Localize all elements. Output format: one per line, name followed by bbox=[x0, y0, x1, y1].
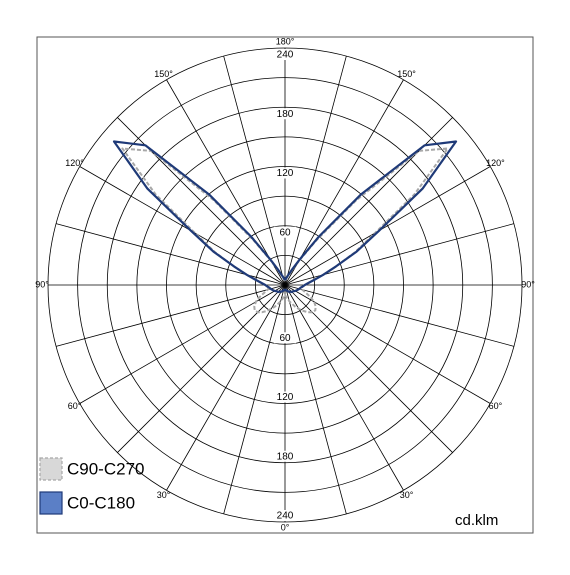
spoke bbox=[284, 79, 404, 286]
angle-tick-label: 120° bbox=[486, 158, 505, 168]
spoke bbox=[223, 284, 286, 515]
r-label-bg bbox=[274, 49, 296, 60]
spoke bbox=[284, 55, 347, 286]
r-tick-label: 120 bbox=[277, 392, 294, 403]
spoke bbox=[166, 284, 286, 491]
spoke bbox=[284, 284, 515, 347]
r-label-bg bbox=[274, 450, 296, 462]
r-tick-label: 60 bbox=[279, 227, 291, 238]
angle-tick-label: 90° bbox=[35, 279, 49, 289]
unit-label: cd.klm bbox=[455, 512, 498, 529]
angle-tick-label: 90° bbox=[521, 279, 535, 289]
angle-tick-label: 150° bbox=[397, 69, 416, 79]
legend-swatch bbox=[39, 457, 63, 481]
spoke bbox=[284, 284, 347, 515]
r-tick-label: 180 bbox=[277, 109, 294, 120]
r-label-bg bbox=[274, 391, 296, 403]
legend-label: C0-C180 bbox=[67, 493, 135, 512]
angle-tick-label: 150° bbox=[154, 69, 173, 79]
angle-tick-label: 120° bbox=[65, 158, 84, 168]
spoke bbox=[79, 284, 286, 404]
spoke bbox=[284, 284, 453, 453]
angle-tick-label: 30° bbox=[400, 490, 414, 500]
r-tick-label: 240 bbox=[277, 511, 294, 522]
angle-tick-label: 180° bbox=[276, 36, 295, 46]
angle-tick-label: 60° bbox=[489, 401, 503, 411]
intensity-curve bbox=[112, 140, 458, 294]
angle-tick-label: 0° bbox=[281, 522, 290, 532]
legend-label: C90-C270 bbox=[67, 459, 145, 478]
r-label-bg bbox=[274, 167, 296, 179]
angle-tick-label: 60° bbox=[68, 401, 82, 411]
r-label-bg bbox=[274, 332, 296, 344]
r-tick-label: 120 bbox=[277, 168, 294, 179]
angle-tick-label: 30° bbox=[157, 490, 171, 500]
r-label-bg bbox=[274, 108, 296, 120]
r-tick-label: 180 bbox=[277, 451, 294, 462]
spoke bbox=[79, 166, 286, 286]
r-tick-label: 240 bbox=[277, 50, 294, 61]
r-label-bg bbox=[274, 510, 296, 521]
spoke bbox=[55, 284, 286, 347]
spoke bbox=[223, 55, 286, 286]
r-tick-label: 60 bbox=[279, 333, 291, 344]
spoke bbox=[284, 284, 404, 491]
spoke bbox=[166, 79, 286, 286]
r-label-bg bbox=[274, 226, 296, 238]
spoke bbox=[284, 166, 491, 286]
spoke bbox=[284, 284, 491, 404]
legend-swatch bbox=[39, 491, 63, 515]
